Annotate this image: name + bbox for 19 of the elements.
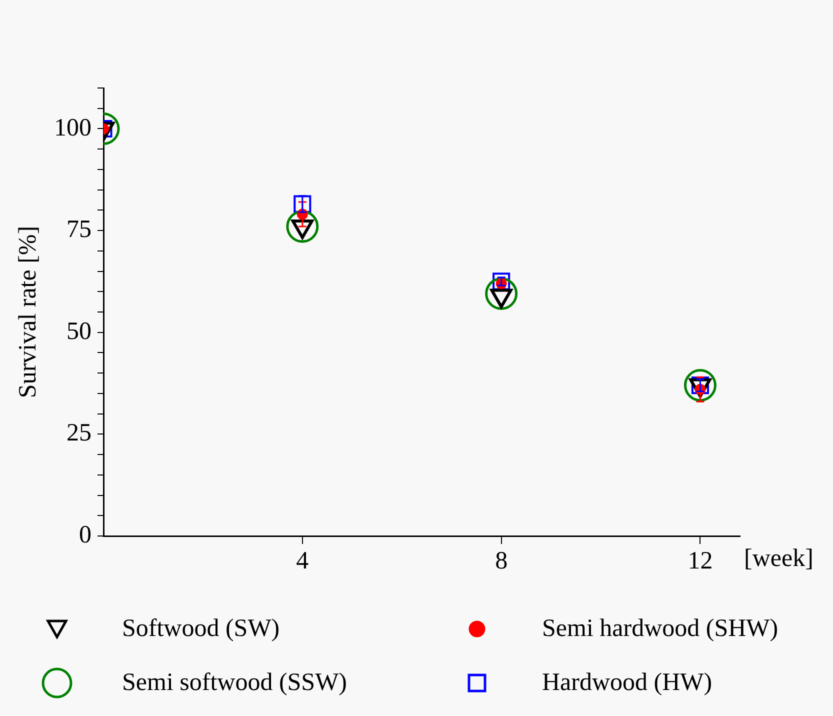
- legend-label: Hardwood (HW): [542, 669, 712, 697]
- legend-label: Semi softwood (SSW): [122, 669, 347, 697]
- y-tick-label: 75: [66, 216, 92, 244]
- x-tick-label: 4: [296, 548, 310, 575]
- point: [286, 210, 319, 243]
- y-tick-label: 25: [66, 420, 92, 447]
- legend-label: Softwood (SW): [122, 615, 280, 643]
- point: [492, 272, 510, 290]
- y-tick-label: 0: [79, 522, 92, 549]
- x-tick-label: 12: [688, 548, 713, 575]
- y-tick-label: 100: [54, 114, 92, 142]
- x-axis-title: [week]: [744, 545, 814, 572]
- point: [294, 195, 312, 213]
- point: [684, 369, 716, 402]
- legend-label: Semi hardwood (SHW): [542, 615, 778, 643]
- point: [485, 277, 518, 310]
- x-tick-label: 8: [495, 548, 508, 575]
- y-axis-title: Survival rate [%]: [14, 226, 42, 398]
- y-tick-label: 50: [66, 318, 92, 345]
